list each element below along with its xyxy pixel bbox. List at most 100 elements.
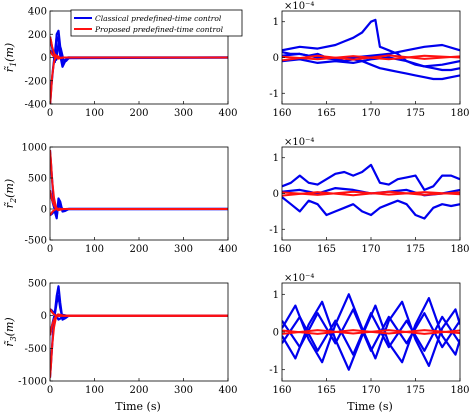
- y-tick-label: -1: [269, 225, 279, 236]
- y-tick-label: 200: [28, 30, 47, 41]
- y-tick-label: -500: [25, 344, 47, 355]
- x-tick-label: 170: [361, 108, 380, 119]
- y-multiplier-right-3: ×10⁻⁴: [284, 273, 314, 284]
- y-axis-label-base: r̃: [3, 340, 16, 346]
- series-group-left-2: [50, 150, 228, 220]
- proposed-line-1: [50, 54, 228, 104]
- y-tick-label: 0: [41, 205, 47, 216]
- proposed-line-2: [282, 329, 460, 335]
- y-axis-label-unit: (m): [3, 317, 16, 336]
- x-axis-label-left: Time (s): [115, 400, 161, 413]
- legend: Classical predefined-time control Propos…: [70, 9, 243, 37]
- x-tick-label: 180: [450, 108, 469, 119]
- x-tick-label: 0: [47, 385, 53, 396]
- y-tick-label: 0: [41, 311, 47, 322]
- classical-line-2: [282, 196, 460, 220]
- y-tick-label: 0: [41, 53, 47, 64]
- series-group-right-1: [282, 18, 460, 81]
- panel-right-1: 160 165 170 175 180 1 0 -1 ×10⁻⁴: [269, 1, 469, 119]
- x-tick-label: 200: [129, 108, 148, 119]
- y-multiplier-right-2: ×10⁻⁴: [284, 137, 314, 148]
- x-tick-label: 200: [129, 385, 148, 396]
- x-tick-label: 100: [85, 108, 104, 119]
- y-axis-label-left-3: r̃3(m): [3, 317, 18, 346]
- y-axis-label-sub: 3: [9, 336, 18, 341]
- y-tick-label: -500: [25, 236, 47, 247]
- y-tick-label: 1: [273, 290, 279, 301]
- x-tick-label: 300: [174, 244, 193, 255]
- classical-line-2: [282, 51, 460, 81]
- panel-right-2: 160 165 170 175 180 1 0 -1 ×10⁻⁴: [269, 137, 469, 255]
- x-axis-label-right: Time (s): [347, 400, 393, 413]
- proposed-line-1: [50, 150, 228, 212]
- x-tick-label: 175: [406, 244, 425, 255]
- y-tick-label: 500: [28, 174, 47, 185]
- classical-line-2: [50, 35, 228, 104]
- proposed-line-1: [50, 313, 228, 378]
- x-tick-label: 0: [47, 244, 53, 255]
- y-axis-label-sub: 2: [9, 198, 18, 204]
- x-tick-label: 175: [406, 385, 425, 396]
- classical-line-1: [282, 18, 460, 72]
- legend-classical-label: Classical predefined-time control: [95, 14, 222, 23]
- y-tick-label: 500: [28, 279, 47, 290]
- x-tick-label: 165: [317, 244, 336, 255]
- y-axis-label-left-2: r̃2(m): [3, 179, 18, 208]
- y-axis-label-base: r̃: [3, 202, 16, 208]
- y-axis-label-left-1: r̃1(m): [3, 43, 18, 72]
- panel-left-1: 0 100 200 300 400 400 200 0 -200 -400 r̃1(m): [3, 7, 238, 120]
- x-tick-label: 300: [174, 385, 193, 396]
- legend-box: [70, 9, 243, 37]
- x-tick-label: 170: [361, 385, 380, 396]
- y-tick-label: 400: [28, 7, 47, 18]
- proposed-line-2: [282, 54, 460, 62]
- proposed-line-2: [50, 314, 228, 336]
- y-tick-label: 1000: [22, 143, 47, 154]
- y-tick-label: -400: [25, 100, 47, 111]
- x-tick-label: 300: [174, 108, 193, 119]
- classical-line-1: [50, 285, 228, 378]
- classical-line-3: [50, 205, 228, 217]
- x-tick-label: 180: [450, 244, 469, 255]
- panel-left-3: 0 100 200 300 400 500 0 -500 -1000 r̃3(m): [3, 279, 238, 397]
- x-tick-label: 165: [317, 385, 336, 396]
- x-tick-label: 400: [218, 385, 237, 396]
- x-tick-label: 160: [272, 108, 291, 119]
- y-multiplier-right-1: ×10⁻⁴: [284, 1, 314, 12]
- y-tick-label: 0: [273, 53, 279, 64]
- legend-proposed-label: Proposed predefined-time control: [94, 25, 224, 34]
- proposed-line-2: [50, 190, 228, 211]
- x-tick-label: 165: [317, 108, 336, 119]
- y-axis-label-sub: 1: [9, 62, 18, 67]
- x-tick-label: 170: [361, 244, 380, 255]
- x-tick-label: 400: [218, 244, 237, 255]
- x-tick-label: 100: [85, 385, 104, 396]
- classical-line-3: [282, 308, 460, 352]
- y-tick-label: 1: [273, 153, 279, 164]
- x-tick-label: 200: [129, 244, 148, 255]
- y-tick-label: -1000: [18, 377, 47, 388]
- y-axis-label-unit: (m): [3, 43, 16, 62]
- classical-line-4: [282, 56, 460, 68]
- y-tick-label: 0: [273, 328, 279, 339]
- classical-line-2: [50, 190, 228, 218]
- y-axis-label-base: r̃: [3, 66, 16, 72]
- y-tick-label: -1: [269, 89, 279, 100]
- series-group-left-1: [50, 29, 228, 104]
- proposed-line-3: [50, 308, 228, 317]
- classical-line-1: [282, 163, 460, 191]
- x-tick-label: 175: [406, 108, 425, 119]
- axes-frame-left-3: [49, 282, 229, 382]
- series-group-right-3: [282, 293, 460, 371]
- classical-line-4: [282, 312, 460, 356]
- y-tick-label: -1: [269, 365, 279, 376]
- y-axis-label-unit: (m): [3, 179, 16, 198]
- proposed-line-2: [282, 190, 460, 197]
- y-tick-label: 1: [273, 17, 279, 28]
- x-tick-label: 160: [272, 385, 291, 396]
- x-tick-label: 160: [272, 244, 291, 255]
- axes-frame-left-2: [49, 146, 229, 241]
- x-tick-label: 0: [47, 108, 53, 119]
